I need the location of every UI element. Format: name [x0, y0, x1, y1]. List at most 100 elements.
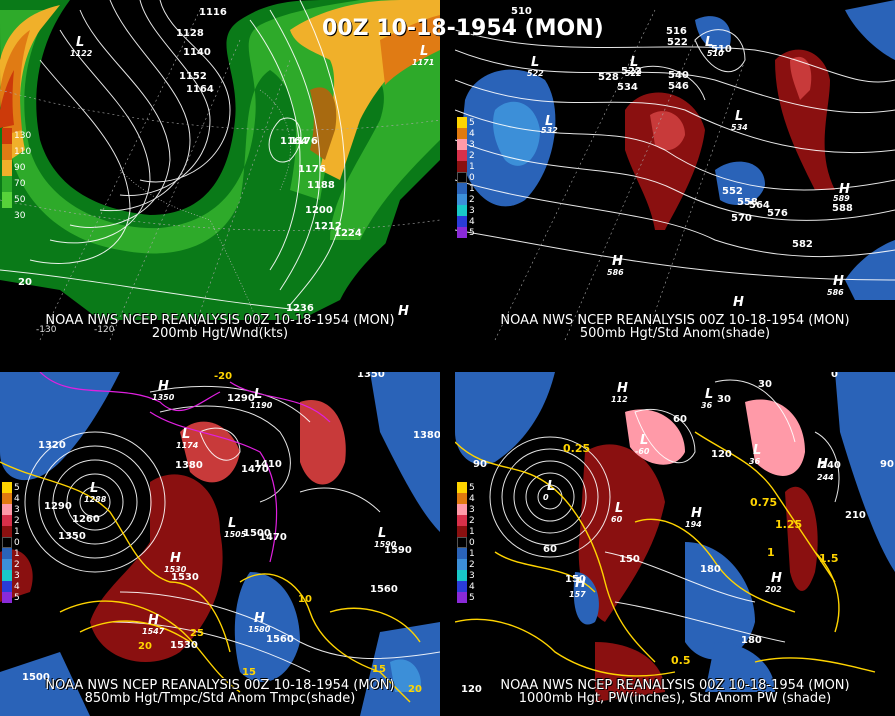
p2-low1-symbol: L: [531, 55, 539, 70]
p2-high3-value: 586: [827, 288, 844, 297]
p1-label-1164b: 1164: [280, 136, 308, 147]
p3-cb-5: 5: [14, 482, 20, 493]
p3-temp-20: 20: [138, 641, 152, 652]
jet-max-east: [310, 87, 337, 160]
p2-cb-n3: 3: [469, 205, 475, 216]
p3-pos-anom-ne: [300, 400, 346, 485]
p4-cb-4: 4: [469, 493, 475, 504]
p4-cb-n5: 5: [469, 592, 475, 603]
p2-high1-symbol: H: [839, 182, 850, 197]
p4-high5-symbol: H: [691, 506, 702, 521]
p3-high3-symbol: H: [148, 613, 159, 628]
p2-cb-n5: 5: [469, 227, 475, 238]
p3-label-1500: 1500: [243, 528, 271, 539]
p3-label-1290: 1290: [44, 501, 72, 512]
p4-label-210: 210: [845, 510, 866, 521]
jet-core-ne: [380, 15, 440, 85]
p4-low2-symbol: L: [640, 433, 648, 448]
panel-1000mb-map: 30 0 60 90 120 150 180 210 240 30 60 90 …: [455, 372, 895, 716]
p1-footer-line2: 200mb Hgt/Wnd(kts): [151, 326, 289, 341]
p2-low5-value: 534: [731, 123, 748, 132]
p2-cb-n2: 2: [469, 194, 475, 205]
p1-label-1152: 1152: [179, 71, 207, 82]
p4-low1-symbol: L: [547, 479, 555, 494]
p3-label-1380b: 1380: [175, 460, 203, 471]
p2-high1-value: 589: [833, 194, 850, 203]
p4-neg-anom-sw: [573, 572, 599, 625]
p3-neg-anom-se: [234, 572, 300, 682]
p3-footer-line1: NOAA NWS NCEP REANALYSIS 00Z 10-18-1954 …: [45, 678, 395, 693]
p4-high3-symbol: H: [771, 571, 782, 586]
p3-label-1350b: 1350: [58, 531, 86, 542]
p3-high1-symbol: H: [158, 379, 169, 394]
p3-high2-value: 1530: [164, 565, 187, 574]
p4-label-30: 30: [758, 379, 772, 390]
p3-temp-10: 10: [298, 594, 312, 605]
p1-lon-130: -130: [36, 325, 57, 335]
p3-low2-value: 1174: [176, 441, 199, 450]
p4-pw-125: 1.25: [775, 518, 802, 531]
p3-low1-value: 1288: [84, 495, 107, 504]
p2-label-552: 552: [722, 186, 743, 197]
p1-label-1212: 1212: [314, 221, 342, 232]
p3-low2-symbol: L: [182, 427, 190, 442]
p1-high-symbol: H: [398, 304, 409, 319]
p3-label-1530: 1530: [171, 572, 199, 583]
p4-neg-anom-nw: [455, 372, 555, 465]
p3-label-1410: 1410: [254, 459, 282, 470]
p4-label-150: 150: [619, 554, 640, 565]
p3-high1-value: 1350: [152, 393, 175, 402]
p3-cb-1: 1: [14, 526, 20, 537]
p4-cb-n1: 1: [469, 548, 475, 559]
p3-temp-15: 15: [242, 667, 256, 678]
p2-low3-value: 532: [541, 126, 558, 135]
p3-cb-n1: 1: [14, 548, 20, 559]
p3-high3-value: 1547: [142, 627, 165, 636]
p4-label-120b: 120: [461, 684, 482, 695]
p3-low5-symbol: L: [378, 526, 386, 541]
p4-low4-value: 36: [749, 457, 761, 466]
p3-cb-0: 0: [14, 537, 20, 548]
p4-high2-value: 157: [569, 590, 586, 599]
p1-label-1200: 1200: [305, 205, 333, 216]
p4-colorbar: 5 4 3 2 1 0 1 2 3 4 5: [457, 482, 475, 603]
p1-low2-symbol: L: [420, 44, 428, 59]
p3-label-1560: 1560: [370, 584, 398, 595]
p4-label-30b: 30: [717, 394, 731, 405]
p4-high2-symbol: H: [575, 576, 586, 591]
p1-footer-line1: NOAA NWS NCEP REANALYSIS 00Z 10-18-1954 …: [45, 313, 395, 328]
p4-pw-075: 0.75: [750, 496, 777, 509]
p4-cb-0: 0: [469, 537, 475, 548]
p2-low4-symbol: L: [705, 35, 713, 50]
p3-high2-symbol: H: [170, 551, 181, 566]
p3-cb-4: 4: [14, 493, 20, 504]
p2-high4-symbol: H: [733, 295, 744, 310]
p4-neg-anom-s: [705, 642, 775, 692]
p4-low4-symbol: L: [753, 443, 761, 458]
panel-850mb: 1350 1320 1290 1260 1380 1290 1470 1410 …: [0, 372, 440, 716]
p2-cb-3: 3: [469, 139, 475, 150]
p4-label-60b: 60: [543, 544, 557, 555]
p1-low2-value: 1171: [412, 58, 434, 67]
p2-cb-4: 4: [469, 128, 475, 139]
p3-low3-value: 1190: [250, 401, 273, 410]
p2-neg-anom-se: [845, 240, 895, 300]
p4-high1-symbol: H: [617, 381, 628, 396]
p1-label-1116: 1116: [199, 7, 227, 18]
p2-cb-2: 2: [469, 150, 475, 161]
p3-footer-line2: 850mb Hgt/Tmpc/Std Anom Tmpc(shade): [84, 691, 356, 706]
p1-lon-120: -120: [94, 325, 115, 335]
p2-low1-value: 522: [527, 69, 544, 78]
p3-label-1320: 1320: [38, 440, 66, 451]
p3-cb-3: 3: [14, 504, 20, 515]
p3-high4-symbol: H: [254, 611, 265, 626]
p1-label-1140: 1140: [183, 47, 211, 58]
p3-cb-n5: 5: [14, 592, 20, 603]
p2-label-582: 582: [792, 239, 813, 250]
p4-label-60: 60: [673, 414, 687, 425]
p3-label-1380: 1380: [413, 430, 440, 441]
p4-neg-anom-se: [685, 542, 755, 660]
p3-label-1470: 1470: [241, 464, 269, 475]
p2-label-528: 528: [598, 72, 619, 83]
p3-label-1500b: 1500: [22, 672, 50, 683]
